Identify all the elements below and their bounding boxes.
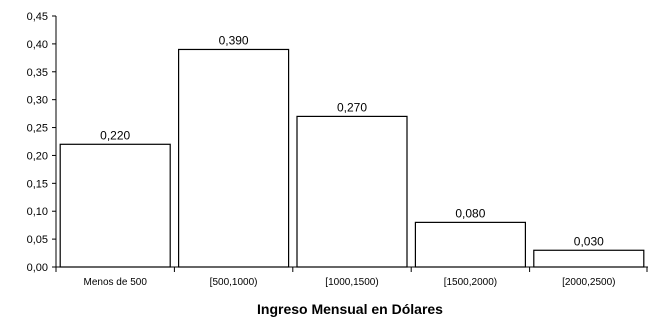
- y-axis: 0,00 0,05 0,10 0,15 0,20 0,25 0,30 0,35 0,40 0,45: [27, 11, 57, 274]
- bar: [296, 115, 408, 268]
- data-label: 0,390: [219, 33, 249, 47]
- y-tick-label: 0,30: [27, 95, 48, 107]
- y-tick-label: 0,05: [27, 234, 48, 246]
- data-label: 0,030: [574, 234, 604, 248]
- y-tick-label: 0,45: [27, 11, 48, 23]
- data-label: 0,080: [455, 206, 485, 220]
- x-axis-title: Ingreso Mensual en Dólares: [257, 301, 443, 317]
- bars: [59, 48, 645, 268]
- x-axis: Menos de 500 [500,1000) [1000,1500) [1500,2…: [55, 266, 648, 288]
- x-tick-label: [500,1000): [210, 277, 258, 288]
- data-labels: 0,220 0,390 0,270 0,080 0,030: [100, 33, 604, 248]
- bar: [59, 143, 171, 268]
- data-label: 0,270: [337, 100, 367, 114]
- y-tick-label: 0,20: [27, 150, 48, 162]
- y-tick-label: 0,00: [27, 262, 48, 274]
- x-tick-label: [1500,2000): [444, 277, 497, 288]
- y-tick-label: 0,10: [27, 206, 48, 218]
- y-tick-label: 0,25: [27, 123, 48, 135]
- y-tick-label: 0,15: [27, 178, 48, 190]
- data-label: 0,220: [100, 128, 130, 142]
- bar: [414, 221, 526, 268]
- bar: [533, 249, 645, 268]
- y-tick-label: 0,35: [27, 67, 48, 79]
- x-tick-label: Menos de 500: [84, 277, 148, 288]
- bar: [178, 48, 290, 268]
- y-tick-label: 0,40: [27, 39, 48, 51]
- x-tick-label: [2000,2500): [562, 277, 615, 288]
- x-tick-label: [1000,1500): [325, 277, 378, 288]
